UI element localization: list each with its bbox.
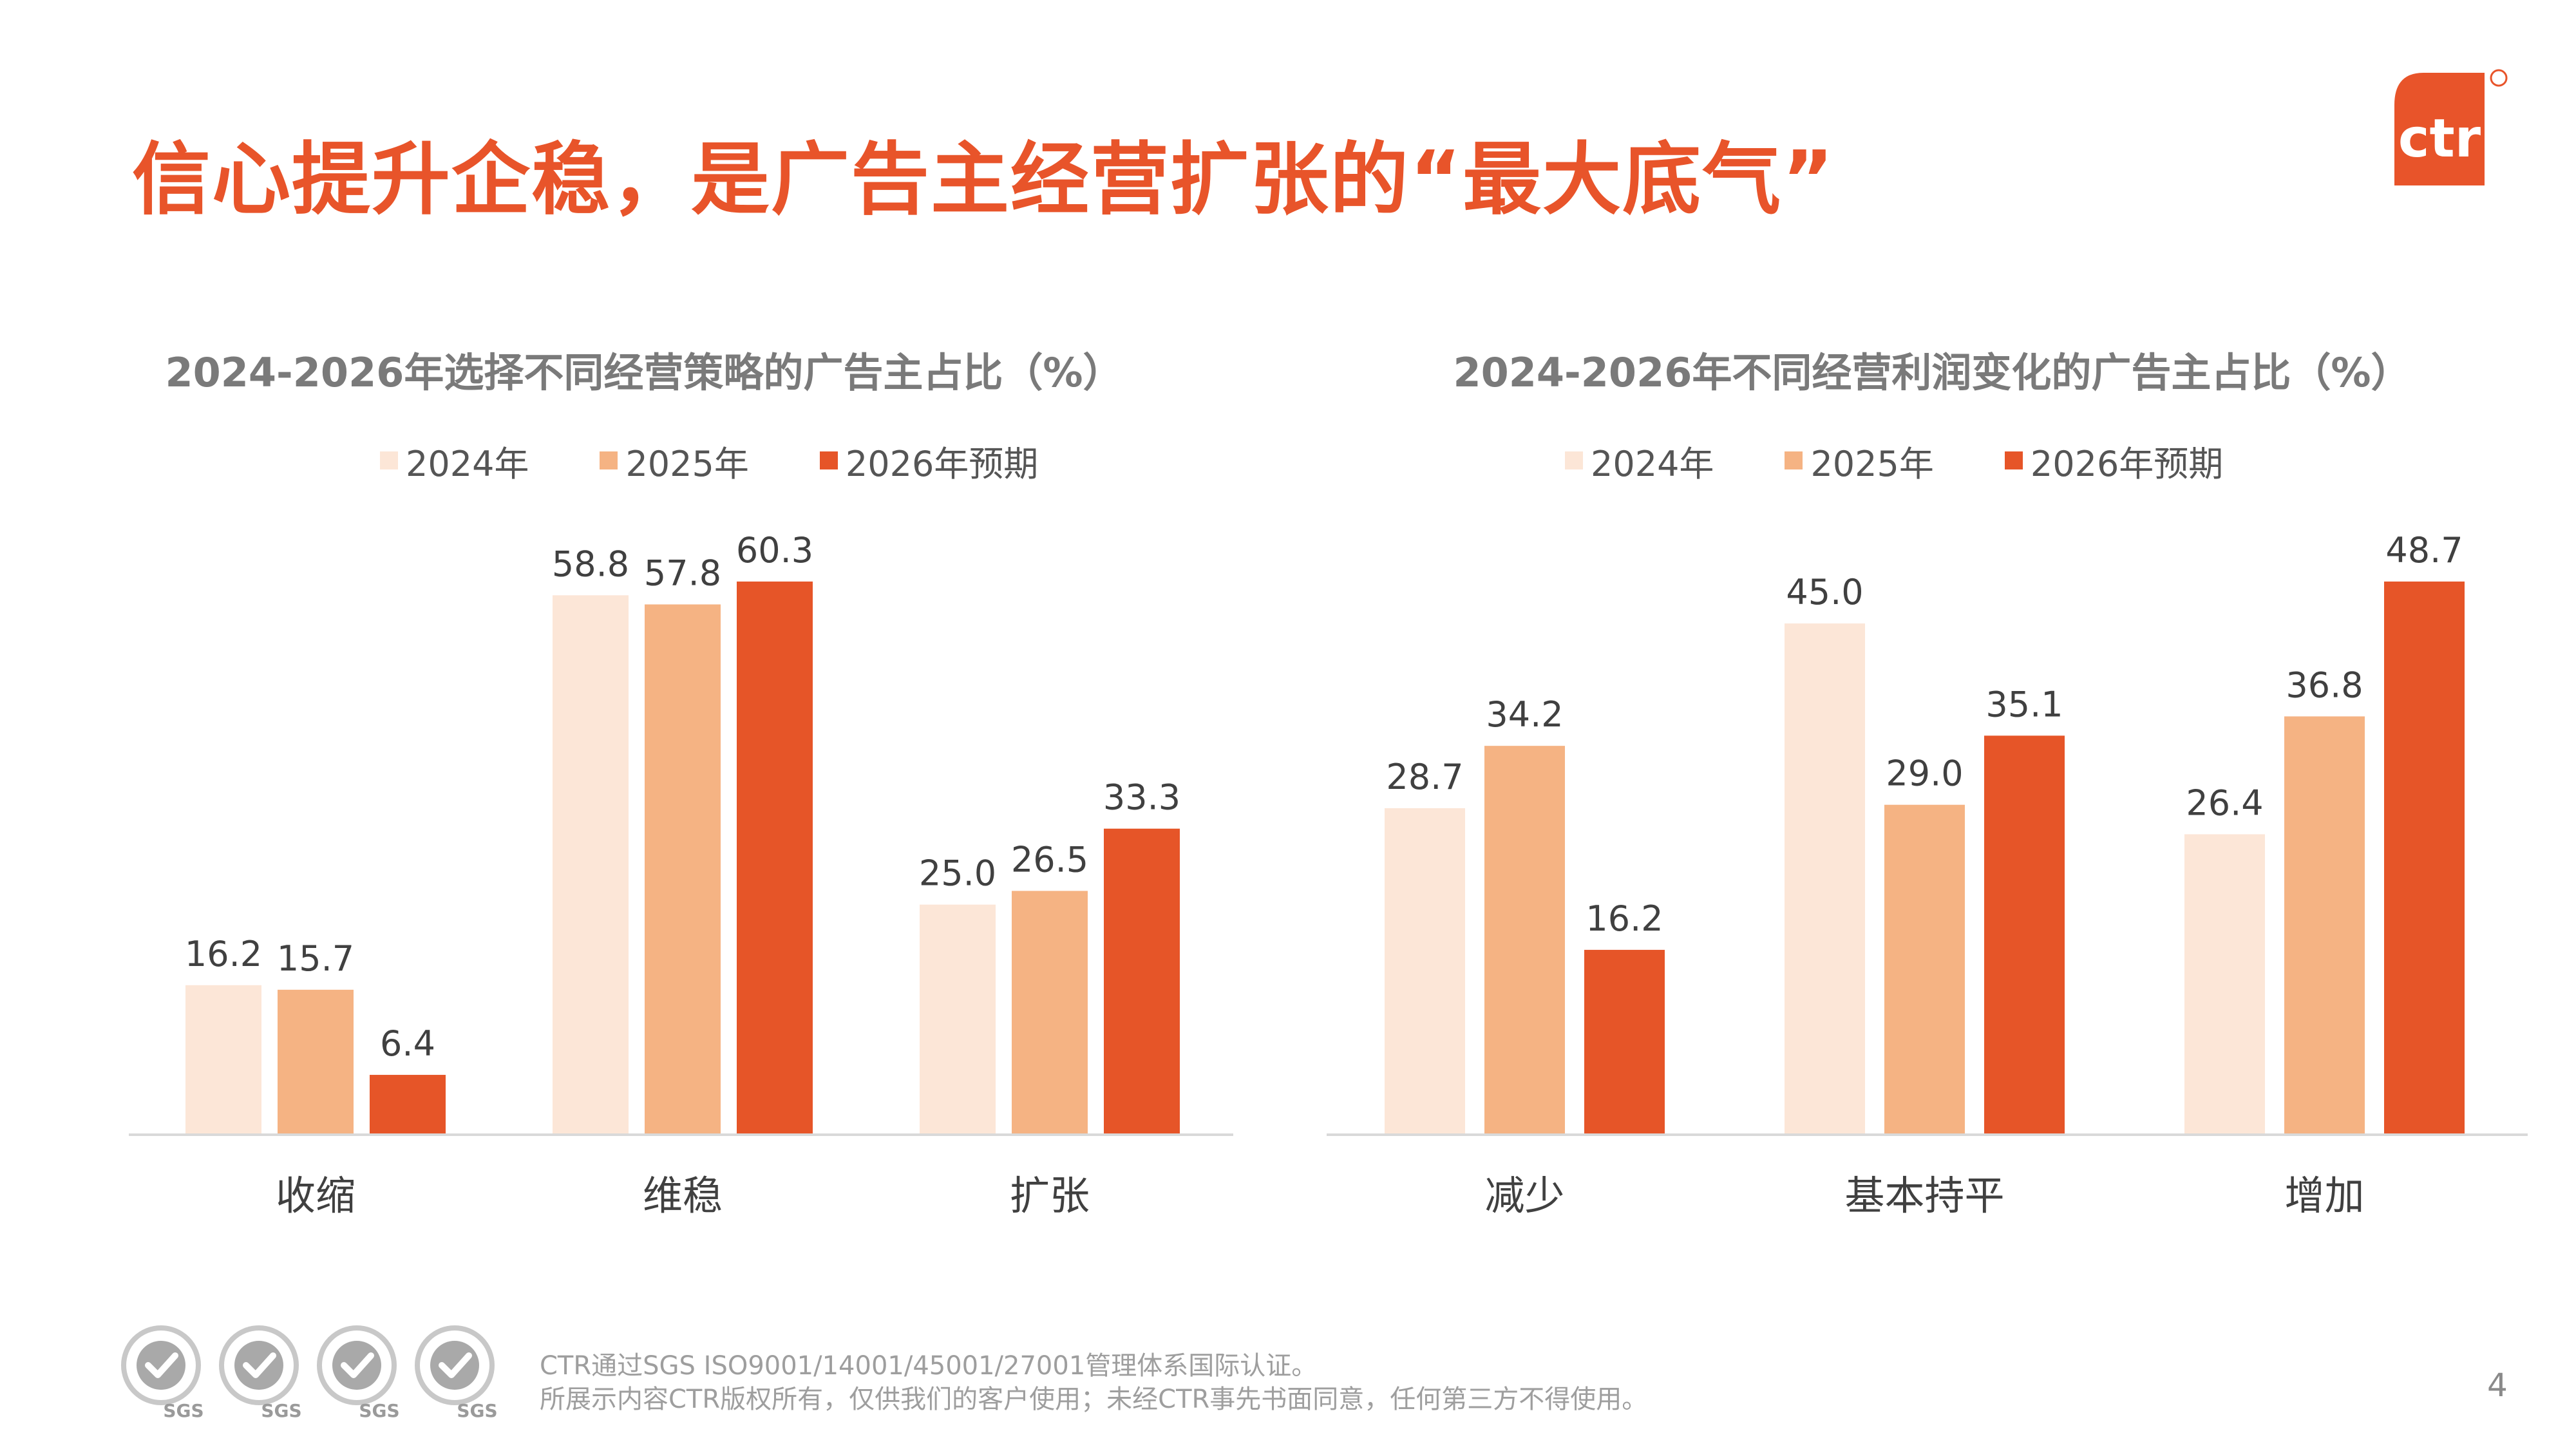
legend-item: 2026年预期 bbox=[2004, 435, 2224, 486]
legend-label: 2025年 bbox=[625, 443, 749, 484]
cert-label: SGS bbox=[457, 1400, 497, 1420]
data-label: 34.2 bbox=[1486, 694, 1563, 735]
data-label: 35.1 bbox=[1985, 684, 2063, 724]
data-label: 29.0 bbox=[1886, 753, 1963, 794]
legend-label: 2026年预期 bbox=[2030, 443, 2224, 484]
bar-维稳-2025年 bbox=[645, 604, 721, 1133]
legend-swatch bbox=[2004, 451, 2023, 469]
category-label: 减少 bbox=[1484, 1172, 1564, 1219]
data-label: 26.4 bbox=[2186, 782, 2263, 823]
cert-label: SGS bbox=[261, 1400, 301, 1420]
category-label: 维稳 bbox=[643, 1172, 723, 1219]
data-label: 28.7 bbox=[1386, 757, 1463, 797]
legend-swatch bbox=[380, 451, 398, 469]
cert-label: SGS bbox=[163, 1400, 204, 1420]
chart-title-profit: 2024-2026年不同经营利润变化的广告主占比（%） bbox=[1453, 349, 2411, 396]
ctr-logo-text: ctr bbox=[2398, 108, 2481, 169]
legend-label: 2026年预期 bbox=[845, 443, 1039, 484]
bar-减少-2025年 bbox=[1484, 746, 1565, 1133]
chart-title-strategy: 2024-2026年选择不同经营策略的广告主占比（%） bbox=[165, 349, 1123, 396]
legend-label: 2025年 bbox=[1810, 443, 1934, 484]
legend-swatch bbox=[819, 451, 838, 469]
bar-基本持平-2025年 bbox=[1884, 804, 1965, 1133]
legend-swatch bbox=[600, 451, 618, 469]
data-label: 33.3 bbox=[1103, 777, 1180, 818]
data-label: 26.5 bbox=[1011, 839, 1088, 880]
bar-减少-2024年 bbox=[1385, 808, 1465, 1133]
ctr-logo: ctr bbox=[2394, 69, 2508, 185]
legend-swatch bbox=[1785, 451, 1803, 469]
chart-strategy: 16.2 15.7 6.4 收缩 58.8 57.8 60.3 维稳 25.0 26.5 33.3 扩… bbox=[129, 530, 1233, 1219]
certification-badges: SGS SGS SGS SGS bbox=[116, 1323, 515, 1420]
data-label: 15.7 bbox=[277, 938, 354, 979]
sgs-certification-badge-icon: SGS bbox=[317, 1325, 400, 1420]
bar-增加-2026年预期 bbox=[2384, 582, 2465, 1133]
registered-mark-icon bbox=[2490, 69, 2508, 87]
legend-strategy: 2024年 2025年 2026年预期 bbox=[380, 435, 1109, 486]
bar-基本持平-2026年预期 bbox=[1984, 735, 2065, 1133]
data-label: 16.2 bbox=[1586, 898, 1663, 939]
page-title: 信心提升企稳，是广告主经营扩张的“最大底气” bbox=[132, 134, 1835, 225]
legend-item: 2025年 bbox=[1785, 435, 1934, 486]
bar-收缩-2025年 bbox=[278, 989, 354, 1133]
bar-维稳-2024年 bbox=[553, 595, 629, 1133]
footer-line-1: CTR通过SGS ISO9001/14001/45001/27001管理体系国际… bbox=[540, 1351, 1318, 1381]
bar-收缩-2024年 bbox=[185, 985, 261, 1133]
data-label: 48.7 bbox=[2385, 530, 2463, 571]
data-label: 58.8 bbox=[552, 544, 629, 584]
data-label: 60.3 bbox=[736, 530, 813, 571]
legend-item: 2026年预期 bbox=[819, 435, 1039, 486]
bar-扩张-2024年 bbox=[920, 904, 996, 1133]
data-label: 45.0 bbox=[1786, 572, 1863, 612]
bar-增加-2025年 bbox=[2284, 716, 2365, 1133]
bar-减少-2026年预期 bbox=[1584, 949, 1665, 1133]
data-label: 36.8 bbox=[2286, 665, 2363, 705]
legend-label: 2024年 bbox=[406, 443, 529, 484]
footer-disclaimer: CTR通过SGS ISO9001/14001/45001/27001管理体系国际… bbox=[540, 1349, 2021, 1416]
category-label: 增加 bbox=[2284, 1172, 2364, 1219]
legend-profit: 2024年 2025年 2026年预期 bbox=[1565, 435, 2294, 486]
chart-profit: 28.7 34.2 16.2 减少 45.0 29.0 35.1 基本持平 26.4 36.8 48… bbox=[1327, 530, 2528, 1219]
legend-item: 2024年 bbox=[1565, 435, 1714, 486]
bar-增加-2024年 bbox=[2184, 834, 2265, 1133]
legend-item: 2024年 bbox=[380, 435, 529, 486]
bar-扩张-2026年预期 bbox=[1104, 828, 1180, 1133]
footer-line-2: 所展示内容CTR版权所有，仅供我们的客户使用；未经CTR事先书面同意，任何第三方… bbox=[540, 1385, 1648, 1414]
data-label: 57.8 bbox=[644, 553, 721, 594]
category-label: 基本持平 bbox=[1844, 1172, 2004, 1219]
sgs-certification-badge-icon: SGS bbox=[415, 1325, 498, 1420]
sgs-certification-badge-icon: SGS bbox=[219, 1325, 302, 1420]
category-label: 收缩 bbox=[276, 1172, 355, 1219]
bar-扩张-2025年 bbox=[1012, 891, 1088, 1133]
page-number: 4 bbox=[2487, 1367, 2508, 1404]
bar-收缩-2026年预期 bbox=[370, 1075, 446, 1133]
legend-label: 2024年 bbox=[1591, 443, 1714, 484]
category-label: 扩张 bbox=[1010, 1172, 1090, 1219]
data-label: 25.0 bbox=[919, 853, 996, 894]
data-label: 6.4 bbox=[380, 1023, 435, 1064]
bar-维稳-2026年预期 bbox=[737, 582, 813, 1133]
legend-swatch bbox=[1565, 451, 1583, 469]
bar-基本持平-2024年 bbox=[1785, 623, 1865, 1133]
cert-label: SGS bbox=[359, 1400, 399, 1420]
data-label: 16.2 bbox=[185, 934, 262, 974]
legend-item: 2025年 bbox=[600, 435, 749, 486]
sgs-certification-badge-icon: SGS bbox=[121, 1325, 204, 1420]
